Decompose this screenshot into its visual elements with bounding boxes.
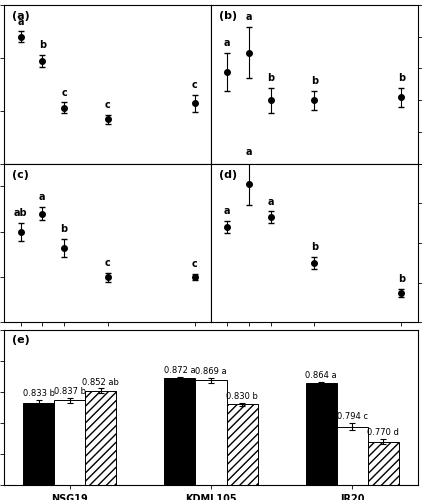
Text: 0.852 ab: 0.852 ab: [82, 378, 119, 386]
Text: b: b: [39, 40, 46, 50]
Text: (c): (c): [13, 170, 30, 180]
Bar: [85, 391, 116, 500]
Bar: [368, 442, 399, 500]
Text: b: b: [398, 274, 405, 284]
Text: 0.770 d: 0.770 d: [368, 428, 399, 438]
Text: b: b: [311, 242, 318, 252]
X-axis label: Time (h): Time (h): [84, 347, 131, 357]
Text: c: c: [192, 80, 197, 90]
Text: c: c: [192, 259, 197, 269]
Text: c: c: [61, 88, 67, 98]
X-axis label: Time (h): Time (h): [291, 347, 338, 357]
Text: a: a: [39, 192, 46, 202]
Text: a: a: [224, 38, 230, 48]
Text: a: a: [246, 147, 252, 157]
Text: a: a: [246, 12, 252, 22]
Text: 0.833 b: 0.833 b: [22, 390, 54, 398]
Text: 0.830 b: 0.830 b: [226, 392, 258, 401]
Text: 0.837 b: 0.837 b: [54, 387, 86, 396]
Bar: [306, 384, 337, 500]
Text: b: b: [267, 73, 274, 83]
Text: 0.794 c: 0.794 c: [337, 412, 368, 421]
Text: (b): (b): [219, 12, 238, 22]
Bar: [164, 378, 195, 500]
Text: c: c: [105, 100, 111, 110]
Text: b: b: [60, 224, 68, 234]
Text: (a): (a): [13, 12, 30, 22]
Text: 0.869 a: 0.869 a: [195, 367, 227, 376]
Bar: [23, 402, 54, 500]
Text: 0.872 a: 0.872 a: [164, 366, 196, 375]
Text: b: b: [311, 76, 318, 86]
Text: b: b: [398, 73, 405, 83]
Bar: [337, 427, 368, 500]
Text: ab: ab: [14, 208, 27, 218]
Bar: [195, 380, 227, 500]
Text: a: a: [17, 16, 24, 26]
Text: a: a: [268, 196, 274, 206]
Bar: [227, 404, 258, 500]
Text: 0.864 a: 0.864 a: [306, 370, 337, 380]
Text: (d): (d): [219, 170, 238, 180]
Text: (e): (e): [13, 335, 30, 345]
Text: c: c: [105, 258, 111, 268]
Text: a: a: [224, 206, 230, 216]
Bar: [54, 400, 85, 500]
